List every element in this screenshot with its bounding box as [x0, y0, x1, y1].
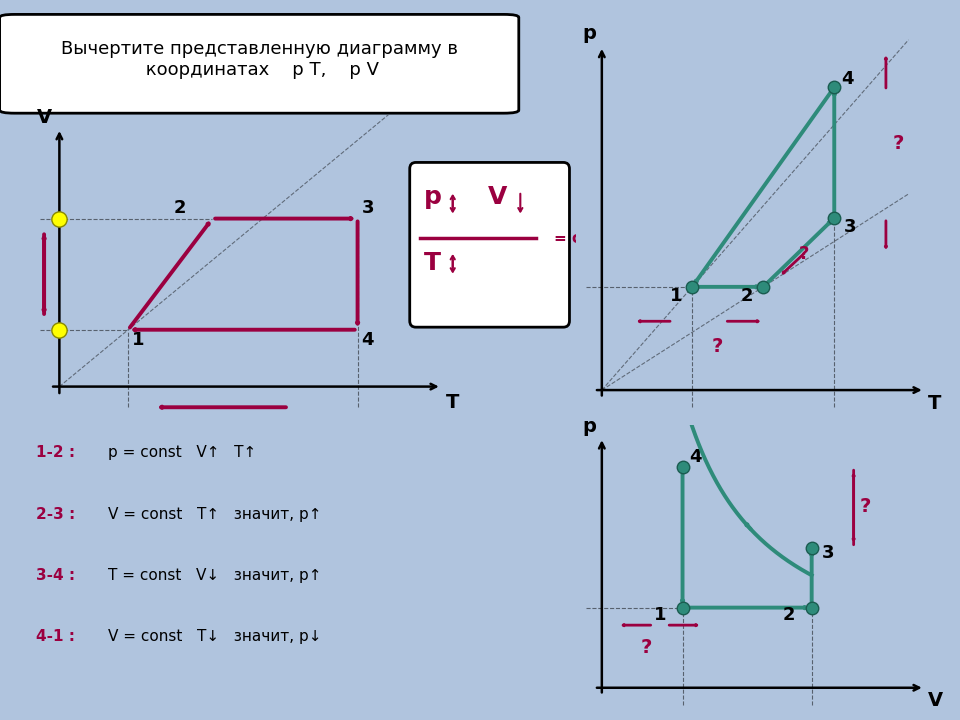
- Text: T = const   V↓   значит, p↑: T = const V↓ значит, p↑: [108, 568, 322, 582]
- Text: V = const   T↑   значит, p↑: V = const T↑ значит, p↑: [108, 507, 322, 521]
- Text: 4-1 :: 4-1 :: [36, 629, 75, 644]
- Text: p: p: [582, 24, 596, 43]
- Text: 3: 3: [361, 199, 373, 217]
- Text: = const: = const: [554, 231, 619, 246]
- Text: 1: 1: [654, 606, 666, 624]
- Text: 1-2 :: 1-2 :: [36, 446, 75, 460]
- Text: p: p: [423, 184, 442, 209]
- Text: T: T: [928, 395, 941, 413]
- Text: 4: 4: [689, 449, 702, 467]
- Text: ?: ?: [860, 498, 872, 516]
- Text: 2: 2: [741, 287, 754, 305]
- Text: ?: ?: [640, 638, 652, 657]
- Text: T: T: [424, 251, 442, 275]
- Text: 3: 3: [822, 544, 834, 562]
- Text: V: V: [488, 184, 507, 209]
- Text: T: T: [445, 392, 459, 412]
- Text: ?: ?: [711, 337, 723, 356]
- Text: p = const   V↑   T↑: p = const V↑ T↑: [108, 446, 256, 460]
- Text: 4: 4: [841, 70, 853, 88]
- Text: Вычертите представленную диаграмму в
 координатах    р Т,    р V: Вычертите представленную диаграмму в коо…: [60, 40, 458, 79]
- Text: V: V: [36, 108, 52, 127]
- Text: p: p: [582, 418, 596, 436]
- Text: 2: 2: [174, 199, 186, 217]
- Text: 1: 1: [132, 331, 145, 349]
- Text: V: V: [928, 690, 943, 710]
- Text: 2: 2: [782, 606, 795, 624]
- Text: 1: 1: [670, 287, 683, 305]
- FancyBboxPatch shape: [0, 14, 518, 113]
- FancyBboxPatch shape: [410, 163, 569, 327]
- Text: 3-4 :: 3-4 :: [36, 568, 75, 582]
- Text: 4: 4: [361, 331, 373, 349]
- Text: ?: ?: [799, 246, 809, 264]
- Text: V = const   T↓   значит, p↓: V = const T↓ значит, p↓: [108, 629, 322, 644]
- Text: 3: 3: [844, 218, 856, 236]
- Text: 2-3 :: 2-3 :: [36, 507, 75, 521]
- Text: ?: ?: [893, 134, 903, 153]
